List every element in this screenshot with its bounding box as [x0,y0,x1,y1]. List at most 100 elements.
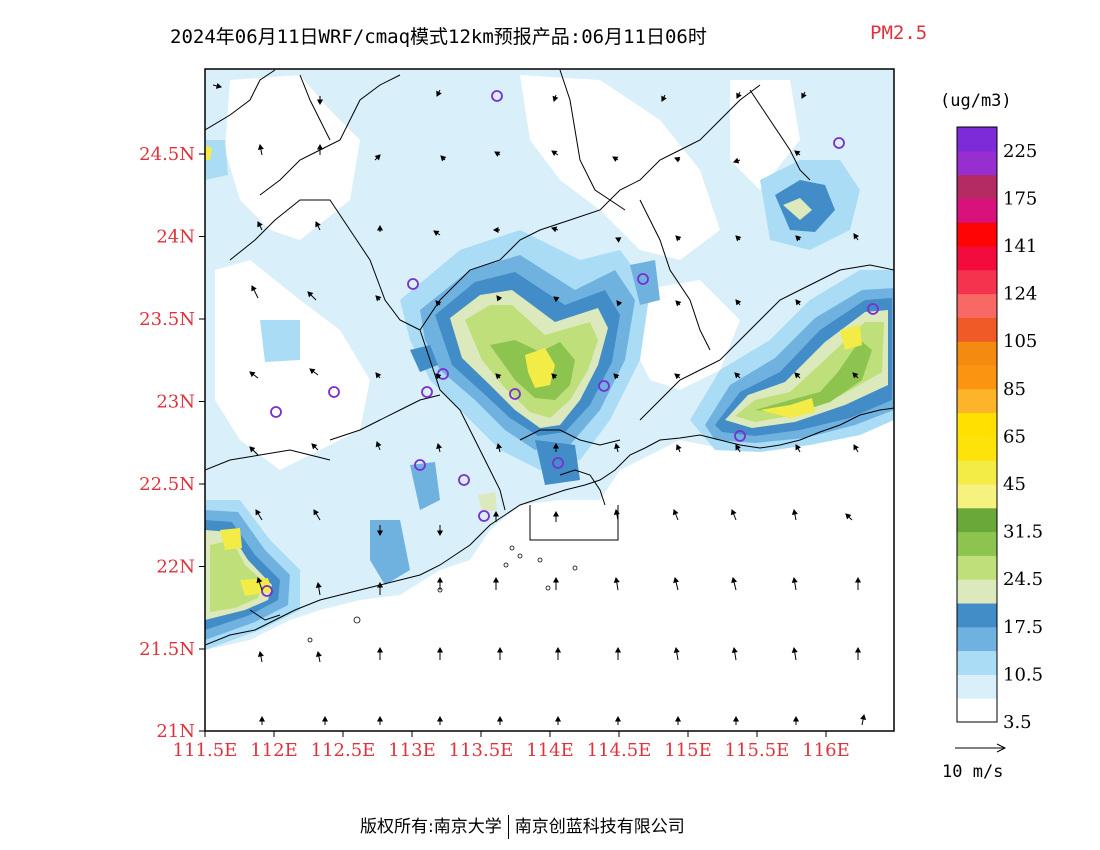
wind-arrow [376,715,384,725]
station-marker [833,137,845,149]
wind-arrow [733,157,741,164]
wind-arrow [552,442,560,452]
station-marker [478,510,490,522]
wind-arrow [674,373,681,380]
wind-arrow [801,91,807,99]
credit-left: 版权所有:南京大学 [360,817,502,837]
lon-label: 115.5E [725,740,790,761]
wind-arrow [436,646,444,660]
colorbar-swatch [957,484,997,509]
wind-arrow [496,646,504,660]
wind-arrow [614,646,622,660]
station-marker [261,585,273,597]
wind-arrow [554,715,562,725]
wind-arrow [376,581,384,595]
concentration-field [205,69,894,726]
wind-arrow [615,237,622,243]
wind-arrow [436,576,444,590]
wind-arrow [795,444,801,453]
wind-arrow [435,373,442,380]
wind-arrow [672,509,679,521]
title-main: 2024年06月11日WRF/cmaq模式12km预报产品:06月11日06时 [170,26,707,48]
lon-label: 112E [250,740,298,761]
colorbar-label: 85 [1003,379,1026,400]
colorbar-swatch [957,555,997,580]
wind-arrow [613,508,620,521]
colorbar-swatch [957,436,997,461]
colorbar-label: 3.5 [1003,712,1032,733]
colorbar-label: 24.5 [1003,569,1043,590]
wind-arrow [309,368,319,376]
wind-arrow [375,295,382,302]
wind-arrow [673,576,680,591]
colorbar-unit: (ug/m3) [940,91,1012,111]
colorbar-swatch [957,531,997,556]
clear-region-ne [630,280,740,390]
wind-arrow [436,442,443,453]
colorbar-label: 45 [1003,474,1026,495]
colorbar-swatch [957,698,997,723]
wind-arrow [795,299,802,306]
colorbar-label: 175 [1003,188,1037,209]
colorbar-swatch [957,269,997,295]
wind-arrow [433,230,441,237]
wind-arrow [614,442,621,453]
wind-arrow [661,94,667,102]
shade-small-a [410,345,438,372]
colorbar-swatch [957,626,997,652]
colorbar-label: 105 [1003,331,1037,352]
station-marker [509,388,521,400]
wind-arrow [316,143,324,155]
lat-label: 24N [156,227,195,248]
station-marker [421,386,433,398]
station-marker [637,273,649,285]
wind-arrow [255,509,263,521]
wind-arrow [853,233,860,241]
colorbar-swatch [957,341,997,366]
colorbar-swatch [957,412,997,437]
wind-arrow [612,156,619,162]
wind-arrow [495,373,502,380]
credit-separator [507,815,509,839]
wind-arrow [375,372,382,379]
wind-arrow [496,715,504,725]
lon-label: 112.5E [311,740,376,761]
wind-arrow [614,715,622,725]
wind-arrow [730,509,737,521]
colorbar-swatch [957,150,997,176]
wind-arrow [552,510,560,522]
wind-arrow [257,143,264,156]
lat-label: 24.5N [139,144,195,165]
wind-arrow [845,513,853,521]
wind-arrow [860,713,867,726]
station-marker [867,303,879,315]
wind-arrow [854,646,862,660]
wind-arrow [435,300,442,307]
wind-arrow [316,96,324,106]
station-marker [414,459,426,471]
wind-arrow [492,226,500,234]
wind-arrow [675,444,682,453]
colorbar-swatch [957,365,997,390]
station-marker [270,406,282,418]
wind-arrow [212,82,223,89]
wind-arrow [613,576,620,591]
lat-label: 22N [156,557,195,578]
wind-arrow [791,646,798,661]
shade-small-i [205,145,212,160]
station-marker [734,430,746,442]
wind-arrow [854,576,862,590]
wind-arrow [732,715,740,725]
shade-level-65-prd [525,348,555,388]
station-marker [552,457,564,469]
colorbar-label: 141 [1003,236,1037,257]
wind-arrow [673,646,680,661]
shade-level-45-east-b [755,340,872,415]
wind-arrow [731,576,738,591]
wind-arrow [307,291,317,301]
lon-label: 113E [388,740,436,761]
wind-arrow [736,91,742,99]
clear-region-e [730,80,800,190]
lat-label: 22.5N [139,474,195,495]
wind-arrow [492,576,500,590]
